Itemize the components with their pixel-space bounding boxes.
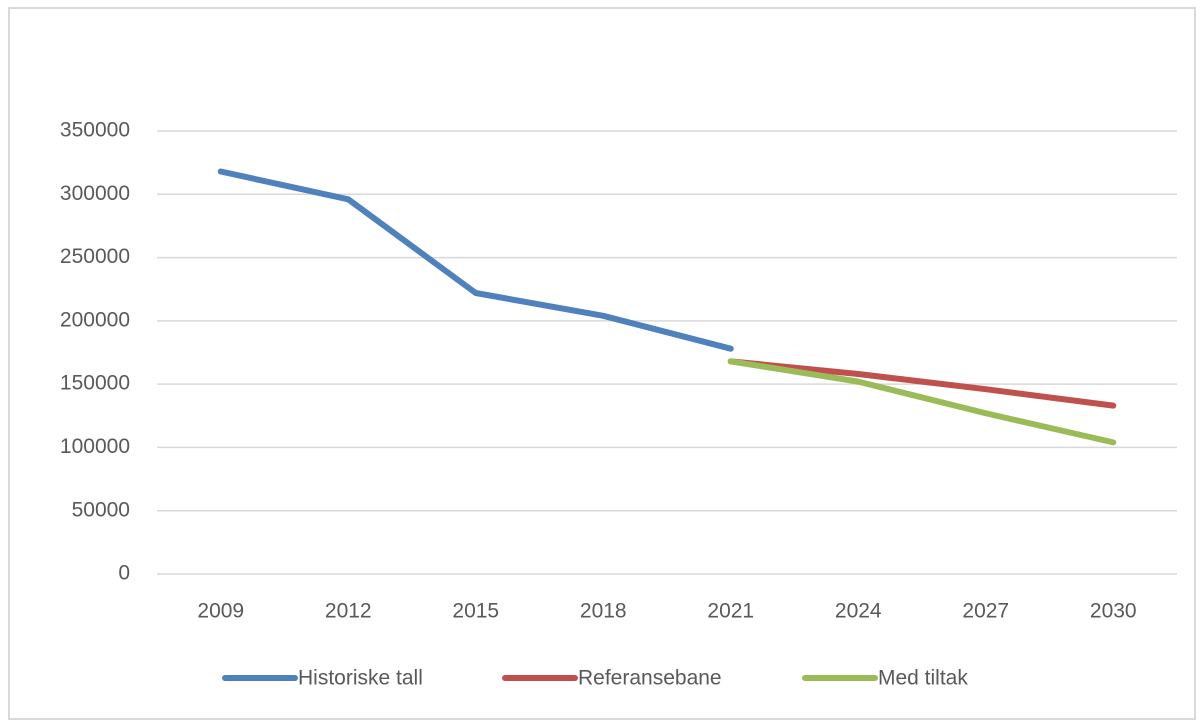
y-tick-label: 50000 [72,498,130,521]
x-tick-label: 2015 [452,600,499,623]
series-line [727,358,1117,409]
y-tick-label: 250000 [60,245,130,268]
y-tick-label: 350000 [60,119,130,142]
series-line [727,358,1117,446]
legend-label: Referansebane [578,667,722,690]
x-tick-label: 2012 [325,600,372,623]
legend-label: Historiske tall [298,667,423,690]
x-tick-label: 2027 [962,600,1009,623]
x-tick-label: 2030 [1090,600,1137,623]
x-tick-label: 2021 [707,600,754,623]
x-tick-label: 2024 [835,600,882,623]
y-tick-label: 300000 [60,182,130,205]
x-tick-label: 2009 [197,600,244,623]
y-tick-label: 0 [118,562,130,585]
series-line [217,168,734,352]
x-tick-label: 2018 [580,600,627,623]
legend-label: Med tiltak [878,667,968,690]
y-tick-label: 100000 [60,435,130,458]
chart-frame [8,7,1196,720]
y-tick-label: 200000 [60,308,130,331]
y-tick-label: 150000 [60,372,130,395]
